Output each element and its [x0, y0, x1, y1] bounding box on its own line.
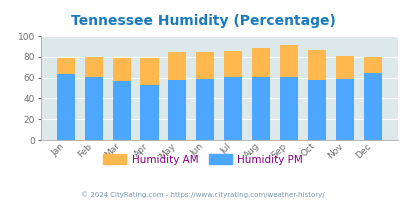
Bar: [168, 52, 186, 80]
Bar: [168, 80, 186, 140]
Bar: [279, 45, 297, 77]
Bar: [112, 81, 130, 140]
Text: © 2024 CityRating.com - https://www.cityrating.com/weather-history/: © 2024 CityRating.com - https://www.city…: [81, 191, 324, 198]
Bar: [196, 52, 214, 79]
Bar: [57, 58, 75, 74]
Bar: [224, 51, 242, 77]
Bar: [196, 79, 214, 140]
Bar: [85, 57, 102, 77]
Bar: [279, 77, 297, 140]
Bar: [252, 77, 269, 140]
Bar: [112, 58, 130, 81]
Bar: [140, 58, 158, 85]
Bar: [140, 85, 158, 140]
Bar: [335, 79, 353, 140]
Bar: [362, 73, 381, 140]
Bar: [335, 56, 353, 79]
Text: Tennessee Humidity (Percentage): Tennessee Humidity (Percentage): [70, 14, 335, 28]
Bar: [362, 57, 381, 73]
Bar: [57, 74, 75, 140]
Legend: Humidity AM, Humidity PM: Humidity AM, Humidity PM: [99, 150, 306, 169]
Bar: [252, 48, 269, 77]
Bar: [307, 80, 325, 140]
Bar: [85, 77, 102, 140]
Bar: [307, 50, 325, 80]
Bar: [224, 77, 242, 140]
